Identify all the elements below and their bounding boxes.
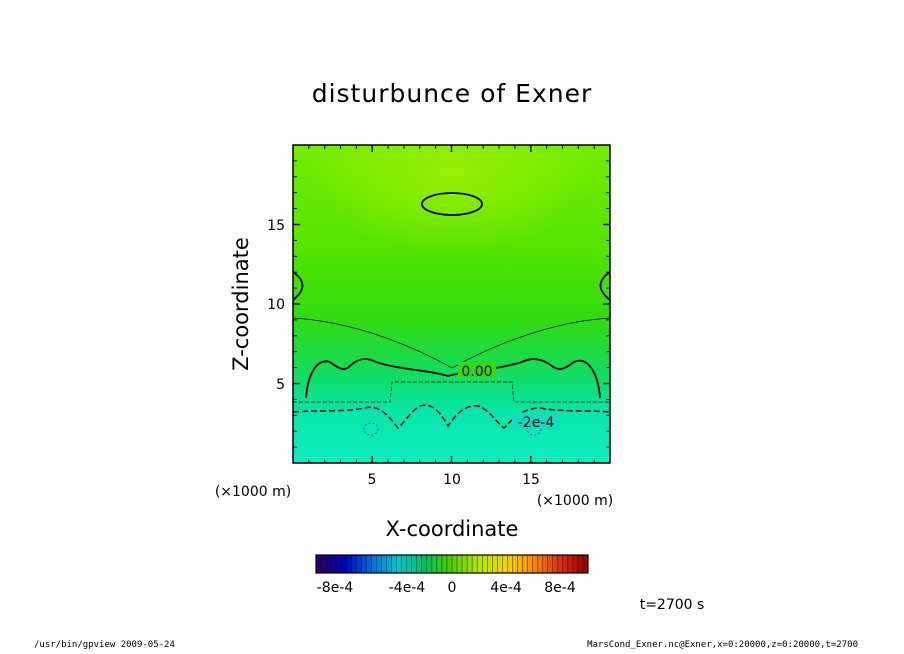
colorbar-swatch: [527, 555, 533, 573]
contour-left-edge: [293, 271, 304, 301]
time-label: t=2700 s: [640, 597, 705, 613]
colorbar-swatch: [316, 555, 322, 573]
colorbar-swatch: [467, 555, 473, 573]
y-tick-label: 15: [267, 218, 285, 234]
colorbar-swatch: [346, 555, 352, 573]
y-axis-label: Z-coordinate: [229, 237, 253, 371]
colorbar-swatch: [336, 555, 342, 573]
x-unit-label: (×1000 m): [537, 493, 613, 509]
colorbar-swatch: [477, 555, 483, 573]
contour-label-neg: -2e-4: [518, 415, 555, 431]
colorbar-swatch: [472, 555, 478, 573]
colorbar-swatch: [426, 555, 433, 573]
colorbar-swatch: [326, 555, 332, 573]
colorbar-swatch: [366, 555, 372, 573]
y-tick-label: 10: [267, 297, 285, 313]
colorbar-swatch: [411, 555, 418, 573]
x-tick-label: 10: [443, 472, 461, 488]
colorbar-swatch: [356, 555, 362, 573]
colorbar-swatch: [331, 555, 337, 573]
colorbar-swatch: [577, 555, 584, 573]
colorbar-swatch: [522, 555, 528, 573]
colorbar-swatch: [582, 555, 589, 573]
colorbar-swatch: [512, 555, 518, 573]
footer-left: /usr/bin/gpview 2009-05-24: [34, 640, 175, 650]
y-unit-label: (×1000 m): [215, 484, 291, 500]
footer-right: MarsCond_Exner.nc@Exner,x=0:20000,z=0:20…: [587, 640, 858, 650]
contour-right-edge: [599, 271, 610, 301]
colorbar-swatch: [416, 555, 423, 573]
colorbar-swatch: [487, 555, 493, 573]
colorbar-swatch: [497, 555, 503, 573]
colorbar-tick-label: 8e-4: [544, 580, 576, 596]
colorbar-swatch: [341, 555, 347, 573]
y-tick-label: 5: [276, 377, 285, 393]
colorbar-swatch: [396, 555, 402, 573]
colorbar-swatch: [462, 555, 468, 573]
contour-label-zero: 0.00: [461, 364, 492, 380]
colorbar-swatch: [547, 555, 554, 573]
colorbar-swatch: [532, 555, 538, 573]
colorbar-swatch: [421, 555, 428, 573]
colorbar: [315, 554, 589, 574]
axis-ticks: [293, 145, 610, 463]
x-tick-label: 5: [368, 472, 377, 488]
colorbar-swatch: [502, 555, 508, 573]
colorbar-frame: [315, 554, 589, 574]
colorbar-swatch: [537, 555, 543, 573]
contour-upper-cell: [421, 192, 483, 216]
colorbar-swatch: [401, 555, 407, 573]
contour-thin-upper: [293, 317, 610, 369]
colorbar-swatch: [431, 555, 438, 573]
contour-dashed-thin: [293, 381, 610, 403]
colorbar-swatch: [482, 555, 488, 573]
colorbar-swatch: [457, 555, 463, 573]
colorbar-swatch: [436, 555, 443, 573]
x-tick-label: 15: [522, 472, 540, 488]
colorbar-tick-label: -8e-4: [317, 580, 354, 596]
colorbar-swatch: [552, 555, 559, 573]
colorbar-swatch: [386, 555, 392, 573]
colorbar-swatch: [406, 555, 413, 573]
colorbar-swatch: [452, 555, 458, 573]
field-shading: 0.00 -2e-4: [293, 145, 610, 463]
colorbar-swatch: [507, 555, 513, 573]
colorbar-swatch: [567, 555, 574, 573]
contour-negative: [293, 404, 610, 430]
colorbar-swatch: [321, 555, 327, 573]
colorbar-swatch: [391, 555, 397, 573]
colorbar-swatch: [351, 555, 357, 573]
colorbar-swatch: [492, 555, 498, 573]
colorbar-swatch: [572, 555, 579, 573]
colorbar-tick-label: 0: [448, 580, 457, 596]
colorbar-swatch: [381, 555, 387, 573]
colorbar-tick-label: 4e-4: [490, 580, 522, 596]
colorbar-swatch: [562, 555, 569, 573]
chart-title: disturbunce of Exner: [312, 79, 593, 108]
colorbar-swatch: [371, 555, 377, 573]
colorbar-swatch: [517, 555, 523, 573]
x-axis-label: X-coordinate: [386, 517, 519, 541]
contour-low-left: [363, 422, 379, 436]
contour-zero: [305, 358, 601, 399]
colorbar-swatch: [376, 555, 382, 573]
colorbar-tick-label: -4e-4: [389, 580, 426, 596]
colorbar-swatch: [557, 555, 564, 573]
colorbar-swatch: [446, 555, 453, 573]
colorbar-swatch: [361, 555, 367, 573]
colorbar-swatch: [542, 555, 549, 573]
colorbar-swatch: [441, 555, 448, 573]
